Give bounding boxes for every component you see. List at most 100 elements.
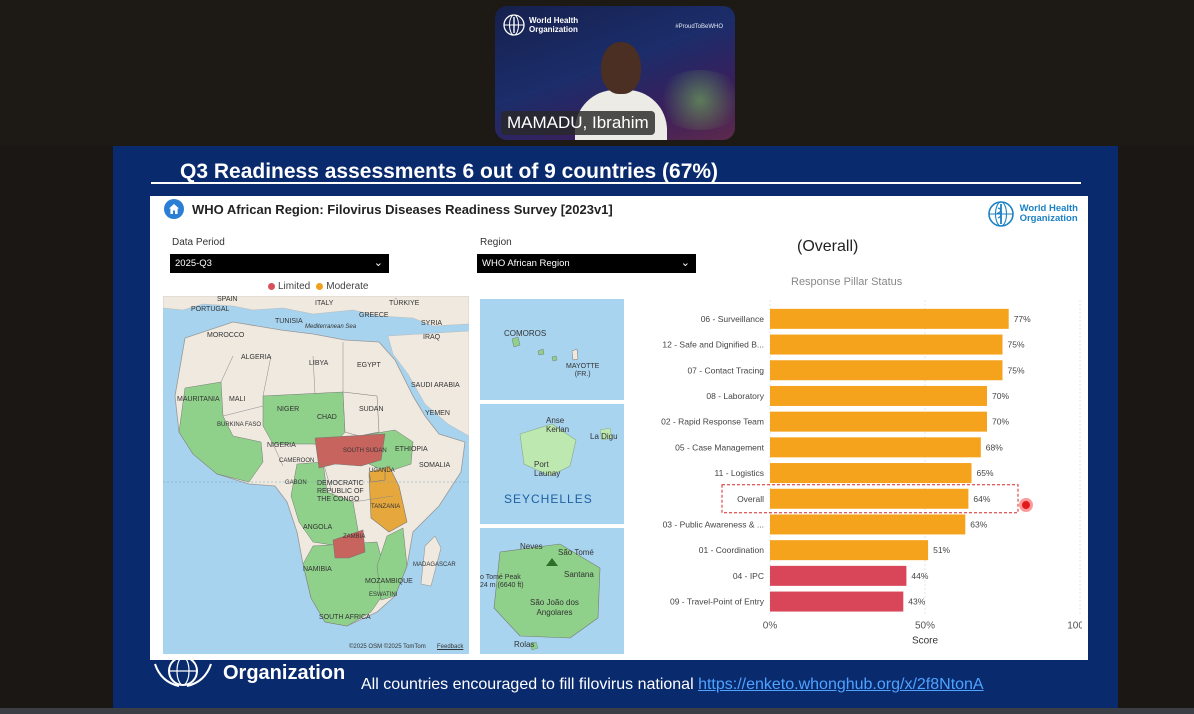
footer-org-text: Organization bbox=[223, 661, 346, 684]
response-pillar-bar-chart[interactable]: 0% 50% 100% Score 06 - Surveillance 77% 12 - S… bbox=[620, 286, 1082, 656]
footer-message: All countries encouraged to fill filovir… bbox=[361, 676, 984, 694]
map-label-eswatini: ESWATINI bbox=[369, 592, 398, 598]
map-label-tunisia: TUNISIA bbox=[275, 318, 303, 325]
bar-value-label: 77% bbox=[1014, 314, 1031, 324]
map-label-mauritania: MAURITANIA bbox=[177, 396, 220, 403]
map-label-turkiye: TÜRKIYE bbox=[389, 300, 420, 307]
overall-title: (Overall) bbox=[797, 238, 859, 255]
map-label-morocco: MOROCCO bbox=[207, 332, 245, 339]
bar-value-label: 70% bbox=[992, 391, 1009, 401]
sao-tome-inset-svg bbox=[493, 543, 601, 651]
map-label-italy: ITALY bbox=[315, 300, 334, 307]
slide-title: Q3 Readiness assessments 6 out of 9 coun… bbox=[180, 160, 719, 183]
comoros-inset-map[interactable]: COMOROS MAYOTTE (FR.) bbox=[480, 299, 624, 400]
map-label-libya: LIBYA bbox=[309, 360, 329, 367]
data-period-select[interactable]: 2025-Q3 ⌄ bbox=[170, 254, 389, 273]
map-label-spain: SPAIN bbox=[217, 296, 238, 303]
africa-map[interactable]: SPAIN PORTUGAL ITALY TÜRKIYE GREECE SYRI… bbox=[163, 296, 469, 654]
map-label-yemen: YEMEN bbox=[425, 410, 450, 417]
camera-logo-line1: World Health bbox=[529, 16, 579, 25]
bar-value-label: 65% bbox=[977, 468, 994, 478]
bar-value-label: 43% bbox=[908, 597, 925, 607]
map-label-mediterranean: Mediterranean Sea bbox=[305, 324, 357, 330]
bar bbox=[770, 463, 972, 484]
region-select[interactable]: WHO African Region ⌄ bbox=[477, 254, 696, 273]
map-label-saudi-arabia: SAUDI ARABIA bbox=[411, 382, 460, 389]
x-axis-label: Score bbox=[912, 635, 939, 646]
category-label: 06 - Surveillance bbox=[701, 314, 765, 324]
footer-link[interactable]: https://enketo.whonghub.org/x/2f8NtonA bbox=[698, 676, 984, 693]
map-label-iraq: IRAQ bbox=[423, 334, 441, 341]
map-label-zambia: ZAMBIA bbox=[343, 534, 366, 540]
map-label-tanzania: TANZANIA bbox=[371, 504, 401, 510]
inset-label-anse-kerlan: Anse Kerlan bbox=[546, 416, 570, 434]
category-label: 12 - Safe and Dignified B... bbox=[662, 340, 764, 350]
bar-value-label: 75% bbox=[1008, 365, 1025, 375]
map-label-niger: NIGER bbox=[277, 406, 300, 413]
map-label-mali: MALI bbox=[229, 396, 246, 403]
bar-value-label: 68% bbox=[986, 442, 1003, 452]
inset-label-comoros: COMOROS bbox=[504, 329, 547, 338]
map-label-nigeria: NIGERIA bbox=[267, 442, 296, 449]
region-label: Region bbox=[480, 237, 512, 248]
map-label-burkina: BURKINA FASO bbox=[217, 422, 262, 428]
meeting-top-bar: World Health Organization #ProudToBeWHO … bbox=[0, 0, 1194, 146]
participant-head bbox=[601, 42, 641, 94]
inset-label-santana: Santana bbox=[564, 570, 594, 579]
map-label-egypt: EGYPT bbox=[357, 362, 381, 369]
map-label-mozambique: MOZAMBIQUE bbox=[365, 578, 413, 585]
category-label: Overall bbox=[737, 494, 764, 504]
map-label-south-africa: SOUTH AFRICA bbox=[319, 614, 371, 621]
laser-pointer bbox=[1019, 498, 1033, 512]
bar-value-label: 70% bbox=[992, 417, 1009, 427]
footer-text: All countries encouraged to fill filovir… bbox=[361, 676, 699, 693]
bar bbox=[770, 591, 904, 612]
x-tick-label: 50% bbox=[915, 620, 935, 631]
bar bbox=[770, 360, 1003, 381]
participant-name-tag: MAMADU, Ibrahim bbox=[501, 111, 655, 135]
dashboard-who-logo: World Health Organization bbox=[986, 200, 1078, 228]
sao-tome-inset-map[interactable]: Neves São Tomé Santana o Tomé Peak 24 m … bbox=[480, 528, 624, 654]
inset-label-port-launay: Port Launay bbox=[534, 460, 561, 478]
dashboard-panel: WHO African Region: Filovirus Diseases R… bbox=[150, 196, 1088, 660]
dashboard-title: WHO African Region: Filovirus Diseases R… bbox=[192, 202, 613, 217]
bar bbox=[770, 488, 969, 509]
seychelles-inset-map[interactable]: Anse Kerlan La Digu Port Launay SEYCHELL… bbox=[480, 404, 624, 524]
data-period-label: Data Period bbox=[172, 237, 225, 248]
map-label-cameroon: CAMEROON bbox=[279, 458, 315, 464]
inset-label-peak: o Tomé Peak 24 m (6640 ft) bbox=[480, 574, 524, 589]
bar-value-label: 63% bbox=[970, 519, 987, 529]
bar bbox=[770, 334, 1003, 355]
participant-video-tile[interactable]: World Health Organization #ProudToBeWHO … bbox=[495, 6, 735, 140]
dashboard-logo-line2: Organization bbox=[1019, 213, 1078, 224]
bar bbox=[770, 308, 1009, 329]
bar-value-label: 51% bbox=[933, 545, 950, 555]
bar-value-label: 44% bbox=[911, 571, 928, 581]
chevron-down-icon: ⌄ bbox=[373, 257, 383, 269]
comoros-inset-svg bbox=[511, 336, 579, 362]
legend-limited-label: Limited bbox=[278, 281, 311, 292]
map-feedback-link[interactable]: Feedback bbox=[437, 644, 464, 650]
video-background-glow bbox=[655, 70, 735, 130]
category-label: 01 - Coordination bbox=[699, 545, 764, 555]
map-label-angola: ANGOLA bbox=[303, 524, 333, 531]
x-tick-label: 100% bbox=[1067, 620, 1082, 631]
legend-moderate-label: Moderate bbox=[326, 281, 369, 292]
category-label: 08 - Laboratory bbox=[706, 391, 764, 401]
bar bbox=[770, 437, 981, 458]
inset-label-la-digue: La Digu bbox=[590, 432, 618, 441]
home-button[interactable] bbox=[164, 199, 184, 219]
map-label-algeria: ALGERIA bbox=[241, 354, 272, 361]
bottom-strip bbox=[0, 708, 1194, 714]
map-legend: Limited Moderate bbox=[268, 281, 369, 292]
map-label-uganda: UGANDA bbox=[369, 468, 395, 474]
map-label-ethiopia: ETHIOPIA bbox=[395, 446, 428, 453]
who-emblem-icon bbox=[154, 658, 212, 687]
seychelles-inset-svg bbox=[519, 423, 613, 477]
dashboard-logo-line1: World Health bbox=[1019, 203, 1078, 214]
map-label-namibia: NAMIBIA bbox=[303, 566, 332, 573]
region-value: WHO African Region bbox=[482, 258, 570, 269]
bar-value-label: 64% bbox=[973, 494, 990, 504]
footer-who-logo: Organization bbox=[151, 658, 345, 688]
